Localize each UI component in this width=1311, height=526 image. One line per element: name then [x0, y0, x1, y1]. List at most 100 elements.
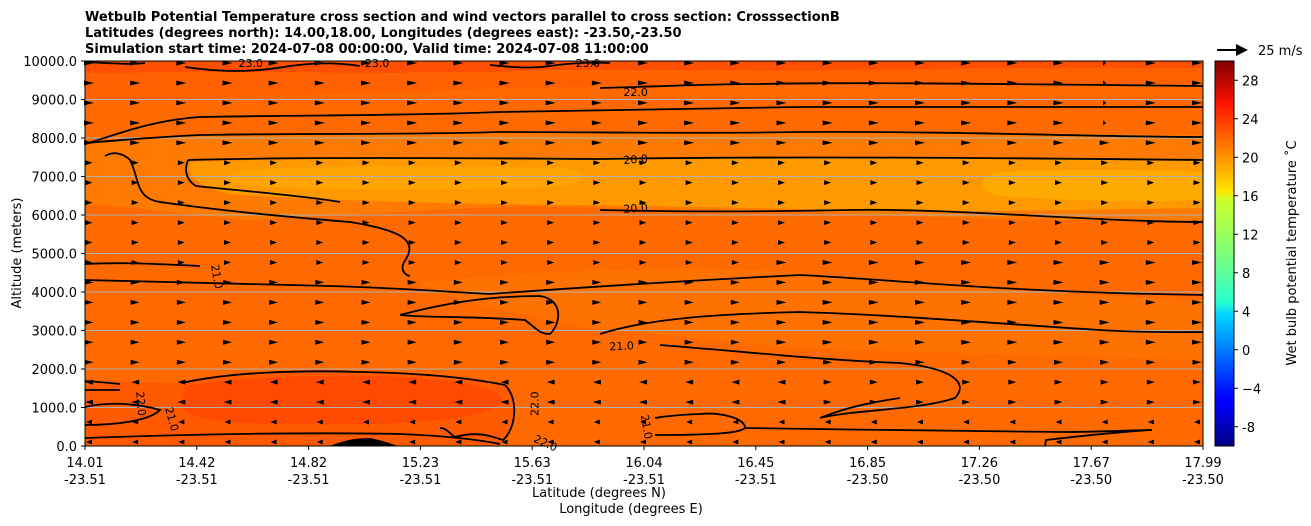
wind-vector: [316, 180, 324, 186]
wind-vector: [1054, 399, 1063, 405]
wind-vector: [822, 259, 833, 265]
x-tick-label-lat: 15.63: [514, 456, 551, 471]
wind-vector: [869, 399, 878, 405]
wind-vector: [407, 359, 417, 365]
wind-vector: [224, 419, 231, 425]
wind-vector: [177, 160, 185, 166]
contour-line-21-bulge: [399, 295, 560, 335]
wind-vector: [547, 180, 555, 186]
wind-vector: [1103, 80, 1107, 86]
y-tick-label: 8000.0: [32, 132, 78, 147]
wind-vector: [269, 299, 279, 305]
wind-vector: [84, 279, 94, 285]
wind-vector: [916, 220, 924, 226]
x-tick-label-lon: -23.50: [847, 473, 889, 488]
wind-vector: [824, 240, 832, 246]
chart-title-line-1: Wetbulb Potential Temperature cross sect…: [85, 10, 840, 25]
wind-vector: [1007, 299, 1018, 305]
wind-vector: [499, 120, 510, 126]
wind-vector: [501, 180, 508, 186]
wind-vector: [1192, 359, 1202, 365]
wind-vector: [1101, 200, 1109, 206]
wind-vector: [222, 140, 233, 146]
wind-vector: [545, 80, 556, 86]
wind-vector: [1192, 259, 1202, 265]
wind-vector: [1192, 80, 1202, 86]
wind-vector: [547, 220, 555, 226]
wind-vector: [1053, 259, 1064, 265]
wind-vector: [777, 399, 786, 405]
wind-vector: [84, 100, 94, 106]
wind-vector: [178, 439, 185, 445]
wind-vector: [592, 339, 602, 345]
wind-vector: [962, 399, 971, 405]
contour-line-22-left: [85, 105, 1203, 145]
wind-vector: [131, 259, 139, 265]
wind-vector: [962, 160, 970, 166]
wind-vector: [961, 339, 972, 345]
wind-vector: [361, 120, 371, 126]
wind-vector: [638, 319, 648, 325]
wind-vector: [407, 319, 417, 325]
wind-vector: [915, 120, 925, 126]
wind-vector: [684, 140, 695, 146]
wind-vector: [270, 220, 278, 226]
wind-vector: [869, 379, 878, 385]
wind-vector: [363, 419, 369, 425]
wind-vector: [407, 279, 417, 285]
wind-vector: [1146, 359, 1156, 365]
wind-vector: [778, 419, 785, 425]
wind-vector: [777, 359, 786, 365]
wind-vector: [684, 319, 694, 325]
wind-vector: [1055, 200, 1062, 206]
contour-label: 23.0: [365, 57, 390, 70]
wind-vector: [454, 399, 463, 405]
chart-title-line-3: Simulation start time: 2024-07-08 00:00:…: [85, 42, 649, 57]
wind-vector: [176, 299, 186, 305]
contour-labels: 23.0 23.0 23.0 22.0 20.0 20.0 21.0 21.0 22.0 21.0…: [133, 57, 655, 455]
wind-vector: [84, 140, 94, 146]
wind-vector: [1054, 359, 1063, 365]
wind-vector: [316, 160, 324, 166]
wind-vector: [1099, 140, 1110, 146]
wind-vector: [499, 100, 510, 106]
wind-vector: [1054, 379, 1063, 385]
wind-vector: [822, 140, 833, 146]
colorbar-tick-label: 0: [1242, 344, 1250, 359]
wind-vector: [130, 140, 141, 146]
wind-vector: [593, 200, 601, 206]
wind-vector: [1008, 220, 1016, 226]
wind-vector: [361, 140, 371, 146]
wind-vector: [362, 259, 370, 265]
wind-vector: [1053, 299, 1064, 305]
wind-vector: [684, 80, 695, 86]
x-tick-label-lat: 15.23: [402, 456, 439, 471]
wind-vector: [84, 120, 94, 126]
wind-vector: [454, 160, 462, 166]
x-tick-label-lat: 14.42: [178, 456, 215, 471]
x-tick-label-lat: 16.04: [625, 456, 662, 471]
wind-vector: [131, 379, 140, 385]
contour-label: 21.0: [609, 339, 634, 353]
contour-line-22-upper: [599, 82, 1203, 89]
wind-vector: [176, 140, 187, 146]
wind-vector: [453, 140, 464, 146]
wind-vector: [131, 180, 139, 186]
wind-vector: [1145, 60, 1156, 66]
wind-vector: [361, 279, 371, 285]
wind-vector: [222, 100, 233, 106]
wind-vector: [269, 359, 279, 365]
wind-vector: [591, 100, 602, 106]
wind-vector: [1053, 279, 1064, 285]
wind-vector: [361, 80, 371, 86]
wind-vector: [130, 319, 140, 325]
wind-vector: [362, 180, 370, 186]
wind-vector: [315, 359, 325, 365]
x-tick-label-lat: 16.45: [737, 456, 774, 471]
y-tick-label: 7000.0: [32, 171, 78, 186]
wind-vector: [1008, 399, 1017, 405]
wind-vector: [638, 80, 648, 86]
wind-vector: [500, 399, 509, 405]
wind-vector: [85, 399, 93, 405]
wind-vector: [1145, 339, 1156, 345]
